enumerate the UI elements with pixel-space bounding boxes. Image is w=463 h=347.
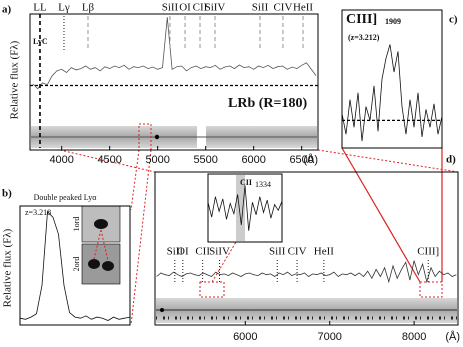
line-label: SiIV [205,2,226,14]
line-label: Lβ [82,2,95,14]
line-label: SiII [269,246,286,258]
y-label: Relative flux (Fλ) [9,40,21,119]
x-tick-label: 7000 [317,331,341,343]
line-label: CIII] [417,246,439,258]
spectrum [341,44,443,142]
frame [341,9,443,149]
x-tick-label: 5500 [193,154,217,166]
x-tick-label: 4500 [97,154,121,166]
blob [88,259,100,269]
annotation: z=3.218 [25,208,51,217]
annotation: (z=3.212) [348,33,380,42]
x-tick-label: 6500 [289,154,313,166]
zoom-box [199,281,225,298]
connector [59,149,156,173]
line-label: SiII [252,2,269,14]
line-label: CII [193,2,208,14]
line-label: Lγ [58,2,70,14]
image-2ord [81,243,121,285]
line-label: SiII [162,2,179,14]
spectrum [19,210,131,321]
title-sub: 1909 [385,17,401,26]
x-tick-label: 6000 [241,154,265,166]
source [154,134,160,140]
title: CIII] [346,12,377,27]
spectrum [207,185,283,231]
connector [130,149,152,326]
line-label: OI [179,2,191,14]
blob [94,219,108,229]
frame [207,173,283,243]
x-unit: (Å) [303,153,318,166]
frame [154,171,459,326]
title: CII [240,178,252,187]
frame [19,205,131,326]
connector [317,149,459,173]
inset-label: 2ord [72,257,81,272]
line-label: OI [177,246,189,258]
connector [100,229,109,262]
blob [102,261,114,271]
annotation: LyC [33,37,48,46]
connector [341,147,421,283]
inset-label: 1ord [72,217,81,232]
line-label: HeII [293,2,313,14]
source [160,308,164,312]
band [236,175,245,241]
line-label: CIV [288,246,307,258]
title-sub: 1334 [255,180,271,189]
spectrum [32,17,317,90]
title: Double peaked Lyα [34,193,98,202]
title: LRb (R=180) [228,96,307,111]
connector [130,149,140,211]
line-label: SiIV [209,246,230,258]
x-tick-label: 8000 [402,331,426,343]
line-label: HeII [314,246,334,258]
panel: b) [2,188,12,200]
x-tick-label: 4000 [49,154,73,166]
x-unit: (Å) [445,330,460,343]
spectrum [156,260,457,284]
x-tick-label: 5000 [145,154,169,166]
panel: a) [2,4,12,16]
zoom-box [419,281,443,298]
y-label: Relative flux (Fλ) [2,228,14,307]
frame [29,13,319,151]
line-label: SiII [167,246,184,258]
line-label: CIV [273,2,292,14]
line-label: CII [195,246,210,258]
x-tick-label: 6000 [233,331,257,343]
panel: c) [449,14,458,26]
panel: d) [446,154,456,166]
line-label: LL [33,2,47,14]
connector [93,229,102,260]
